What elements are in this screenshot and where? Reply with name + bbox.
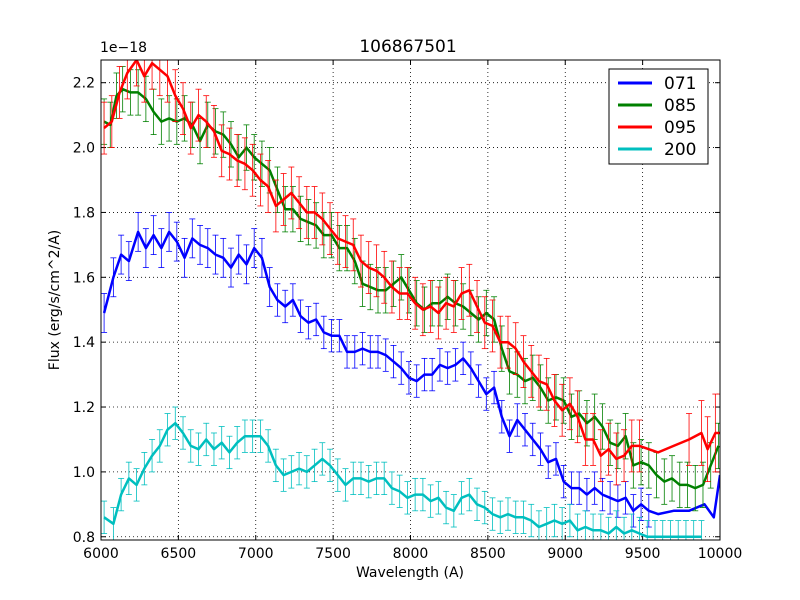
series-095 bbox=[101, 60, 720, 486]
x-tick-label: 7500 bbox=[315, 546, 351, 562]
x-tick-label: 9000 bbox=[547, 546, 583, 562]
y-tick-label: 2.2 bbox=[73, 76, 95, 92]
data-series bbox=[101, 60, 720, 540]
y-tick-label: 2.0 bbox=[73, 141, 95, 157]
series-200 bbox=[101, 406, 705, 540]
y-tick-label: 1.0 bbox=[73, 465, 95, 481]
y-scale-label: 1e−18 bbox=[100, 40, 147, 56]
x-axis-label: Wavelength (A) bbox=[356, 565, 464, 581]
grid-lines bbox=[101, 60, 720, 540]
x-tick-label: 9500 bbox=[625, 546, 661, 562]
series-line-095 bbox=[103, 60, 720, 461]
legend-label-085: 085 bbox=[664, 96, 696, 116]
x-tick-label: 8500 bbox=[470, 546, 506, 562]
legend-entry-095: 095 bbox=[618, 118, 696, 138]
legend-entry-085: 085 bbox=[618, 96, 696, 116]
series-line-200 bbox=[103, 421, 702, 539]
legend-entry-200: 200 bbox=[618, 140, 696, 160]
y-tick-label: 0.8 bbox=[73, 530, 95, 546]
x-tick-label: 7000 bbox=[238, 546, 274, 562]
plot-frame bbox=[100, 59, 721, 541]
legend: 071 085 095 200 bbox=[608, 68, 709, 165]
legend-label-071: 071 bbox=[664, 74, 696, 94]
legend-label-200: 200 bbox=[664, 140, 696, 160]
x-tick-label: 8000 bbox=[393, 546, 429, 562]
x-tick-label: 10000 bbox=[698, 546, 743, 562]
series-line-085 bbox=[103, 87, 720, 490]
y-tick-label: 1.2 bbox=[73, 400, 95, 416]
y-tick-label: 1.4 bbox=[73, 335, 95, 351]
series-071 bbox=[101, 212, 720, 528]
x-tick-label: 6000 bbox=[83, 546, 119, 562]
legend-label-095: 095 bbox=[664, 118, 696, 138]
chart-title: 106867501 bbox=[359, 37, 456, 57]
axis-ticks: 6000 6500 7000 7500 8000 8500 9000 9500 10000 0.8… bbox=[73, 60, 743, 562]
y-tick-label: 1.6 bbox=[73, 270, 95, 286]
x-tick-label: 6500 bbox=[161, 546, 197, 562]
y-axis-label: Flux (erg/s/cm^2/A) bbox=[47, 230, 63, 370]
series-line-071 bbox=[102, 230, 720, 519]
y-tick-label: 1.8 bbox=[73, 205, 95, 221]
legend-entry-071: 071 bbox=[618, 74, 696, 94]
